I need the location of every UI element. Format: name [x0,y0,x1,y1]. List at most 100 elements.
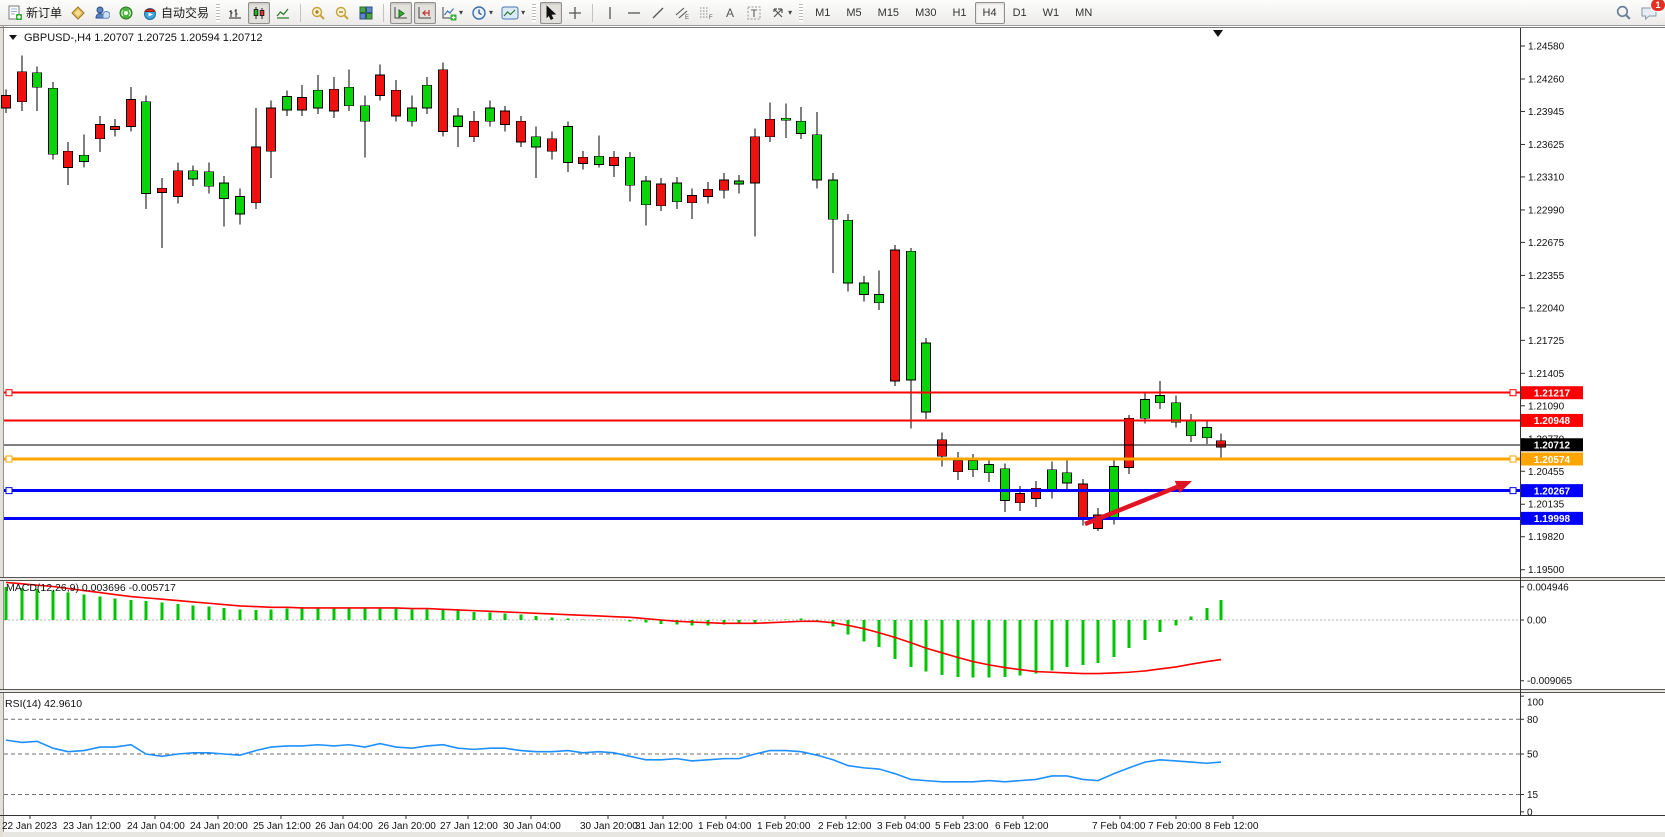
bar-chart-icon [229,8,242,18]
timeframe-mn-button[interactable]: MN [1075,6,1093,19]
rsi-scale-tick: 100 [1527,698,1544,709]
market-watch-button[interactable] [67,2,89,24]
date-tick: 24 Jan 04:00 [127,821,185,832]
timeframe-m30-button[interactable]: M30 [915,6,937,19]
cloud-person-icon [95,6,111,19]
bull-candle [563,126,573,163]
tile-windows-button[interactable] [355,2,377,24]
equidistant-channel-button[interactable]: E [671,2,693,24]
bull-candle [235,196,245,215]
time-axis[interactable]: 22 Jan 2023 23 Jan 12:00 24 Jan 04:00 24 Ja… [2,815,1259,832]
bull-candle [672,182,682,203]
dropdown-caret: ▾ [788,8,793,17]
date-tick: 7 Feb 20:00 [1148,821,1202,832]
bear-candle [63,150,73,169]
chart-shift-button[interactable] [414,1,437,24]
rsi-pane: RSI(14) 42.9610 [5,698,1222,783]
date-tick: 27 Jan 12:00 [440,821,498,832]
bull-candle [344,86,354,107]
bull-candle [485,107,495,122]
bull-candle [1155,395,1165,404]
resistance-line-1-handle[interactable] [1509,389,1517,397]
rsi-scale-tick: 80 [1527,715,1539,726]
timeframe-h4-button[interactable]: H4 [974,1,1005,24]
svg-text:E: E [685,15,689,21]
dropdown-caret: ▾ [489,8,494,17]
price-tick: 1.24260 [1528,74,1565,85]
auto-scroll-icon [394,6,408,18]
timeframe-d1-button[interactable]: D1 [1012,6,1027,19]
support-line-1-handle[interactable] [5,487,13,495]
navigator-button[interactable] [115,2,137,24]
date-tick: 22 Jan 2023 [2,821,57,832]
price-tick: 1.22040 [1528,303,1565,314]
candlestick-chart-button[interactable] [248,1,271,24]
vertical-line-button[interactable] [599,2,621,24]
resistance-line-1-handle[interactable] [5,389,13,397]
annotation-arrow[interactable] [1084,480,1192,527]
arrows-tool-button[interactable]: ▾ [767,2,795,24]
timeframe-h1-button[interactable]: H1 [952,6,967,19]
support-line-1-handle[interactable] [1509,487,1517,495]
date-tick: 31 Jan 12:00 [635,821,693,832]
price-tick: 1.23945 [1528,107,1565,118]
bull-candle [453,115,463,127]
collapse-arrow-icon[interactable] [9,35,17,40]
pivot-line-handle[interactable] [1509,455,1517,463]
bear-candle [17,71,27,103]
crosshair-button[interactable] [564,2,586,24]
periods-button[interactable]: ▾ [468,2,496,24]
notifications-button[interactable]: 1 [1637,0,1665,24]
data-window-button[interactable] [91,2,113,24]
price-label-box [1521,511,1583,525]
bull-candle [1186,420,1196,437]
bear-candle [438,69,448,132]
line-chart-button[interactable] [272,2,294,24]
timeframe-m15-button[interactable]: M15 [877,6,900,19]
toolbar-grip [532,3,537,22]
pivot-line-handle[interactable] [5,455,13,463]
template-icon [501,6,519,19]
zoom-out-button[interactable] [331,2,353,24]
bull-candle [859,282,869,295]
toolbar-separator [592,3,594,22]
bear-candle [329,88,339,112]
text-label-tool-button[interactable]: T [743,2,765,24]
autotrading-button[interactable]: 自动交易 [139,2,212,24]
bull-candle [921,342,931,413]
templates-button[interactable]: ▾ [498,2,528,24]
cursor-button[interactable] [540,1,563,24]
levels-layer: 1.21217 1.20948 1.20712 1.20574 1.20267 1.199… [4,386,1583,525]
bull-candle [219,182,229,199]
zoom-in-button[interactable] [307,2,329,24]
bear-candle [953,460,963,473]
auto-scroll-button[interactable] [390,1,413,24]
price-tick: 1.21405 [1528,369,1565,380]
horizontal-line-button[interactable] [623,2,645,24]
bear-candle [375,74,385,96]
fibonacci-button[interactable]: F [695,2,717,24]
text-tool-button[interactable]: A [719,2,741,24]
svg-text:A: A [726,6,734,20]
chart-shift-marker[interactable] [1213,30,1223,37]
macd-scale-tick: -0.009065 [1527,676,1572,687]
search-button[interactable] [1612,2,1635,24]
bull-candle [32,72,42,88]
date-tick: 26 Jan 20:00 [378,821,436,832]
chart-title: GBPUSD-,H4 1.20707 1.20725 1.20594 1.207… [24,32,263,44]
price-tick: 1.19820 [1528,532,1565,543]
bar-chart-button[interactable] [224,2,246,24]
price-tick: 1.22990 [1528,205,1565,216]
new-order-button[interactable]: 新订单 [4,2,65,24]
date-tick: 7 Feb 04:00 [1092,821,1146,832]
timeframe-w1-button[interactable]: W1 [1042,6,1060,19]
date-tick: 24 Jan 20:00 [190,821,248,832]
trendline-button[interactable] [647,2,669,24]
timeframe-m5-button[interactable]: M5 [846,6,862,19]
toolbar: 新订单 [0,0,1665,26]
bear-candle [95,123,105,140]
clock-icon [472,5,486,20]
indicators-button[interactable]: ▾ [438,2,466,24]
timeframe-m1-button[interactable]: M1 [815,6,831,19]
